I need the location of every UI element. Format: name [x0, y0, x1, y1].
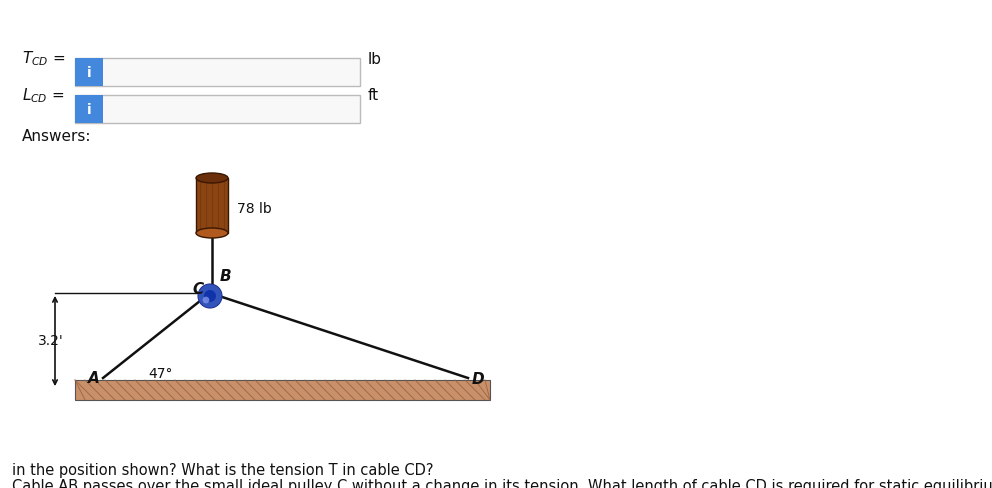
Text: A: A	[88, 370, 100, 385]
Text: B: B	[220, 268, 231, 284]
Circle shape	[204, 290, 216, 303]
Text: Answers:: Answers:	[22, 129, 91, 143]
Bar	[75, 59, 360, 87]
Text: Cable AB passes over the small ideal pulley C without a change in its tension. W: Cable AB passes over the small ideal pul…	[12, 478, 992, 488]
Bar	[75, 96, 103, 124]
Text: lb: lb	[368, 51, 382, 66]
Ellipse shape	[196, 174, 228, 183]
Bar	[75, 96, 360, 124]
Ellipse shape	[196, 228, 228, 239]
Bar	[196, 179, 228, 234]
Circle shape	[198, 285, 222, 308]
Text: i: i	[86, 66, 91, 80]
Text: 3.2': 3.2'	[38, 333, 63, 347]
Bar	[75, 59, 103, 87]
Bar	[75, 380, 490, 400]
Circle shape	[202, 297, 209, 304]
Text: ft: ft	[368, 88, 379, 103]
Text: D: D	[472, 371, 485, 386]
Text: $T_{CD}$ =: $T_{CD}$ =	[22, 50, 65, 68]
Text: 78 lb: 78 lb	[237, 202, 272, 216]
Text: $L_{CD}$ =: $L_{CD}$ =	[22, 86, 64, 105]
Text: 47°: 47°	[148, 366, 173, 380]
Text: in the position shown? What is the tension T in cable CD?: in the position shown? What is the tensi…	[12, 462, 434, 477]
Text: i: i	[86, 103, 91, 117]
Text: C: C	[192, 282, 203, 296]
